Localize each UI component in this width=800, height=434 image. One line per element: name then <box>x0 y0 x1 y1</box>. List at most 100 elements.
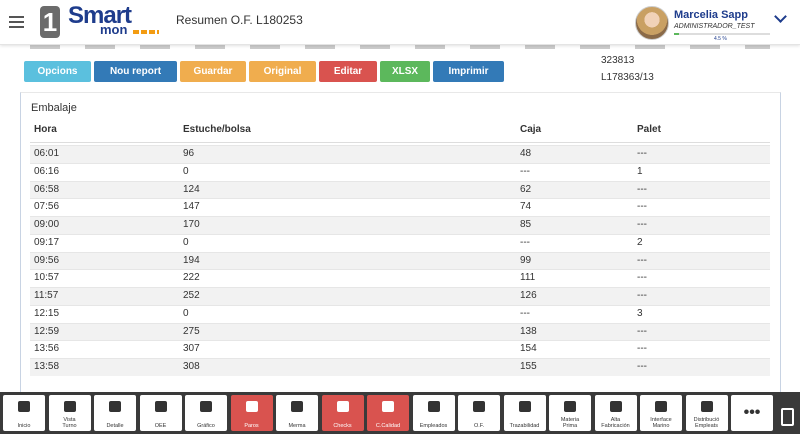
toolbar-button[interactable]: Guardar <box>180 61 246 82</box>
footer-button[interactable]: C.Calidad <box>367 395 409 431</box>
row-rule <box>30 304 770 306</box>
table-cell: 11:57 <box>34 290 59 301</box>
header-rule <box>30 142 770 143</box>
toolbar-button[interactable]: Imprimir <box>433 61 504 82</box>
table-cell: 0 <box>183 307 189 319</box>
table-cell: 1 <box>637 165 643 177</box>
footer-button[interactable]: OEE <box>139 395 182 431</box>
table-cell: 194 <box>183 254 200 266</box>
footer-button[interactable]: Gráfico <box>185 395 227 431</box>
table-cell: --- <box>637 343 647 355</box>
footer-button[interactable]: Alta Fabricación <box>594 395 637 431</box>
footer-label: Merma <box>288 423 306 429</box>
toolbar-button[interactable]: XLSX <box>380 61 430 82</box>
table-cell: 99 <box>520 254 532 266</box>
row-rule <box>30 162 770 164</box>
table-cell: 13:56 <box>34 343 60 355</box>
cut-row <box>30 45 770 49</box>
row-rule <box>30 358 770 359</box>
table-cell: 138 <box>520 325 537 337</box>
footer-button[interactable]: Detalle <box>94 395 136 431</box>
icon <box>109 401 121 412</box>
table-cell: --- <box>637 183 647 195</box>
icon <box>245 401 258 412</box>
row-stripe <box>30 216 770 234</box>
icon <box>154 401 167 412</box>
footer-label: Trazabilidad <box>509 423 540 429</box>
table-cell: --- <box>520 236 530 248</box>
row-stripe <box>30 322 770 341</box>
table-cell: 124 <box>183 183 200 195</box>
row-rule <box>30 198 770 200</box>
table-cell: 06:16 <box>34 165 60 177</box>
table-cell: 12:15 <box>34 307 60 319</box>
footer-button[interactable]: Vista Turno <box>48 395 91 431</box>
table-cell: 74 <box>520 201 532 213</box>
footer-label: O.F. <box>473 423 485 429</box>
table-cell: --- <box>637 361 647 372</box>
column-header: Palet <box>637 124 661 135</box>
table-cell: 308 <box>183 361 200 372</box>
table-cell: 13:58 <box>34 361 60 372</box>
row-rule <box>30 340 770 342</box>
info-text: 323813 <box>601 55 635 66</box>
table-cell: 85 <box>520 219 532 230</box>
footer-button[interactable]: ••• <box>731 395 773 431</box>
progress-track <box>674 33 770 35</box>
table-cell: --- <box>637 201 647 213</box>
toolbar-button[interactable]: Editar <box>319 61 377 82</box>
table-cell: 0 <box>183 236 189 248</box>
table-cell: --- <box>520 165 530 177</box>
table-cell: 09:17 <box>34 236 60 248</box>
footer-label: ••• <box>743 404 761 421</box>
footer-button[interactable]: Materia Prima <box>549 395 591 431</box>
table-cell: 10:57 <box>34 272 60 284</box>
footer-button[interactable]: Checks <box>321 395 364 431</box>
user-role: ADMINISTRADOR_TEST <box>674 23 755 30</box>
table-cell: 48 <box>520 148 532 159</box>
toolbar-button[interactable]: Original <box>249 61 316 82</box>
footer-button[interactable]: Empleados <box>412 395 455 431</box>
column-header: Hora <box>34 124 57 135</box>
avatar[interactable] <box>635 6 669 40</box>
table-cell: 275 <box>183 325 200 337</box>
footer-label: Materia Prima <box>560 417 580 429</box>
footer-label: Detalle <box>106 423 124 429</box>
logo-dots <box>133 30 159 34</box>
footer-button[interactable]: Inicio <box>3 395 45 431</box>
toolbar-button[interactable]: Opcions <box>24 61 91 82</box>
table-cell: 126 <box>520 290 537 301</box>
menu-icon[interactable] <box>9 26 24 28</box>
table-cell: 06:01 <box>34 148 60 159</box>
user-menu-toggle[interactable] <box>774 10 787 23</box>
row-rule <box>30 233 770 235</box>
icon <box>200 401 212 412</box>
menu-icon[interactable] <box>9 21 24 23</box>
footer-button[interactable]: O.F. <box>458 395 500 431</box>
footer-label: Gráfico <box>197 423 215 429</box>
table-cell: 96 <box>183 148 195 159</box>
footer-button[interactable]: Trazabilidad <box>503 395 546 431</box>
icon <box>518 401 531 412</box>
row-rule <box>30 269 770 271</box>
info-text: L178363/13 <box>601 72 654 83</box>
icon <box>336 401 349 412</box>
table-cell: --- <box>637 290 647 301</box>
icon <box>382 401 394 412</box>
table-cell: 111 <box>520 272 536 284</box>
footer-button[interactable]: Interface Marino <box>640 395 682 431</box>
table-cell: 2 <box>637 236 643 248</box>
device-icon[interactable] <box>781 408 794 426</box>
panel-title: Embalaje <box>31 102 77 114</box>
table-cell: 252 <box>183 290 200 301</box>
menu-icon[interactable] <box>9 16 24 18</box>
footer-button[interactable]: Merma <box>276 395 318 431</box>
table-cell: --- <box>520 307 530 319</box>
footer-button[interactable]: Paros <box>230 395 273 431</box>
row-rule <box>30 145 770 146</box>
footer-label: Alta Fabricación <box>601 417 630 429</box>
toolbar-button[interactable]: Nou report <box>94 61 177 82</box>
footer-button[interactable]: Distribució Empleats <box>685 395 728 431</box>
table-cell: --- <box>637 148 647 159</box>
row-stripe <box>30 145 770 163</box>
